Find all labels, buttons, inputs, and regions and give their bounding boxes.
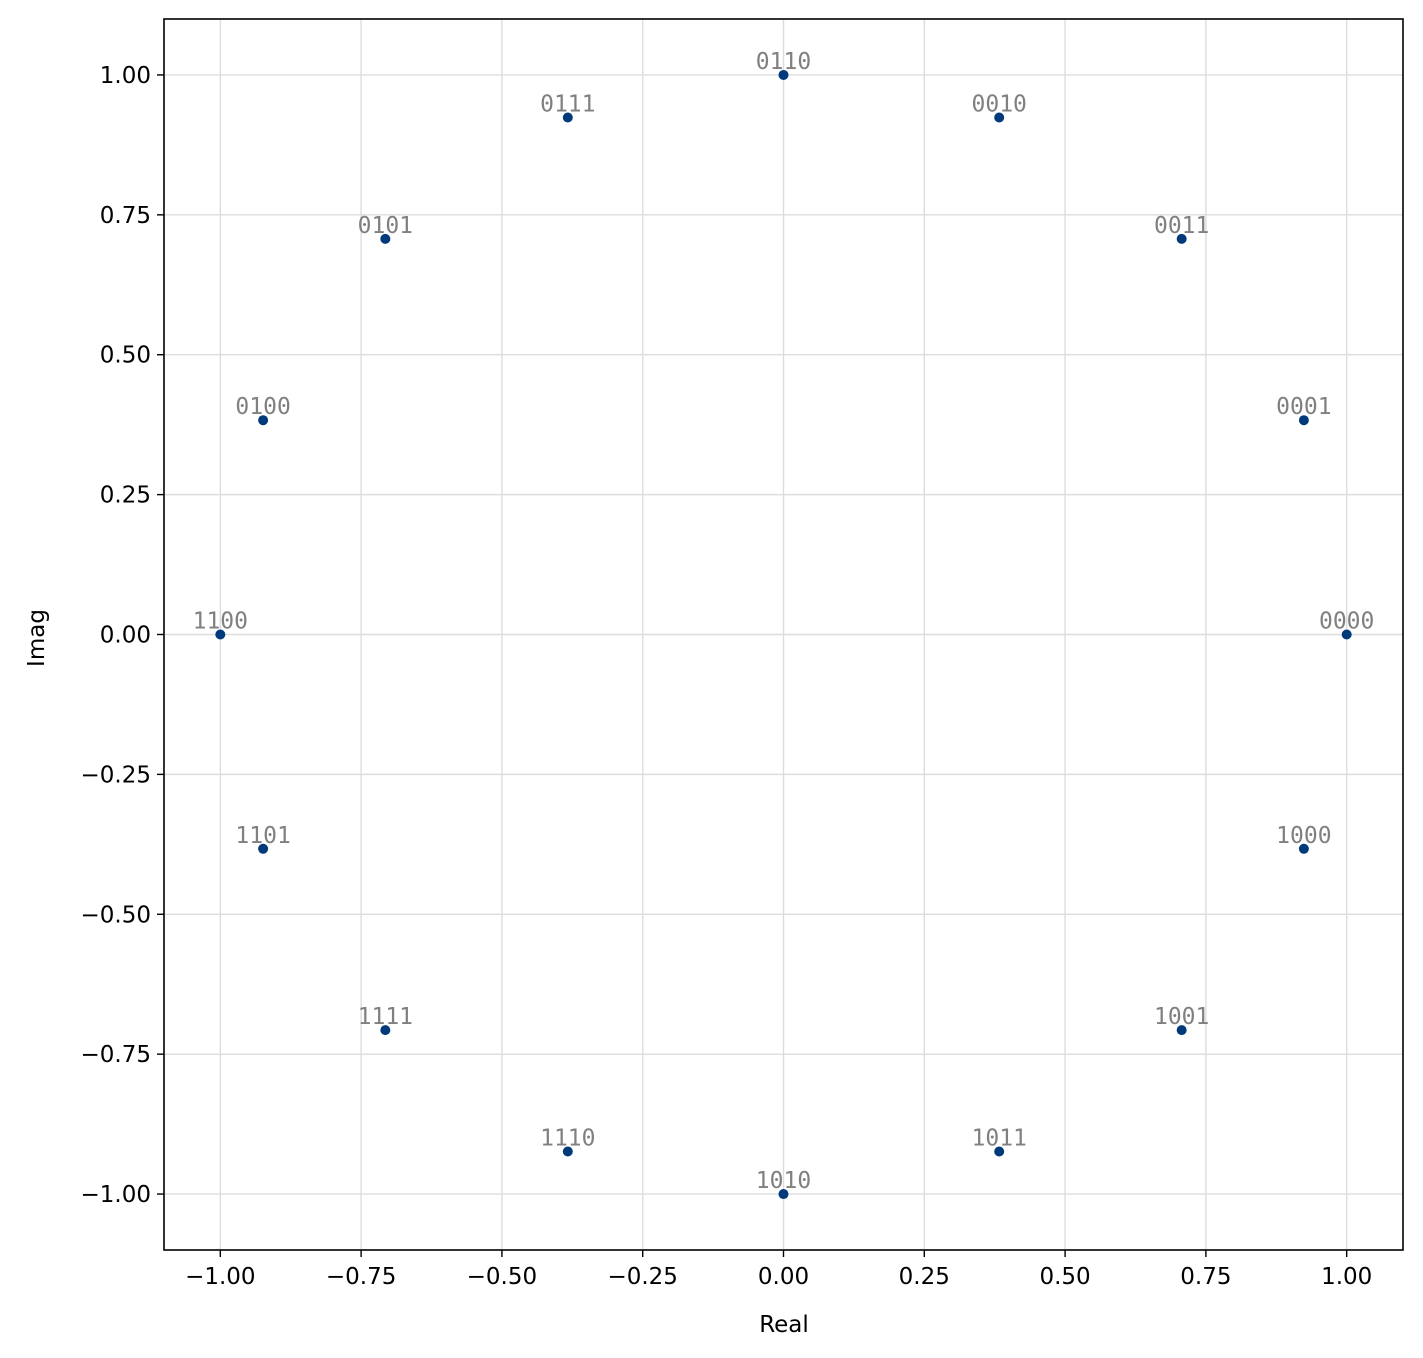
constellation-point — [258, 843, 269, 854]
constellation-point — [562, 112, 573, 123]
x-tick-label: 0.25 — [899, 1264, 950, 1290]
x-tick-label: −0.75 — [326, 1264, 396, 1290]
constellation-point — [994, 112, 1005, 123]
y-tick-label: −0.25 — [81, 762, 151, 788]
constellation-point — [562, 1146, 573, 1157]
data-points — [215, 69, 1352, 1200]
constellation-point — [1298, 415, 1309, 426]
point-label: 0001 — [1276, 394, 1331, 420]
constellation-point — [778, 69, 789, 80]
x-tick-label: 0.75 — [1180, 1264, 1231, 1290]
y-tick-label: −0.75 — [81, 1042, 151, 1068]
x-tick-label: −0.50 — [467, 1264, 537, 1290]
y-tick-label: 0.25 — [100, 483, 151, 509]
constellation-point — [1176, 1025, 1187, 1036]
constellation-point — [1341, 629, 1352, 640]
point-label: 0010 — [972, 91, 1027, 117]
constellation-point — [380, 233, 391, 244]
point-label: 0110 — [756, 49, 811, 75]
point-label: 0101 — [358, 213, 413, 239]
point-label: 1100 — [193, 609, 248, 635]
y-tick-label: 0.00 — [100, 623, 151, 649]
point-label: 0111 — [540, 91, 595, 117]
y-tick-label: 1.00 — [100, 63, 151, 89]
constellation-point — [215, 629, 226, 640]
x-axis-label: Real — [759, 1312, 809, 1338]
point-label: 1101 — [235, 823, 290, 849]
point-label: 1000 — [1276, 823, 1331, 849]
y-axis-label: Imag — [24, 609, 50, 667]
y-tick-label: 0.75 — [100, 203, 151, 229]
point-label: 0000 — [1319, 609, 1374, 635]
constellation-point — [258, 415, 269, 426]
x-tick-label: −1.00 — [185, 1264, 255, 1290]
y-tick-label: 0.50 — [100, 343, 151, 369]
constellation-point — [994, 1146, 1005, 1157]
point-label: 1011 — [972, 1126, 1027, 1152]
constellation-point — [1176, 233, 1187, 244]
y-tick-label: −0.50 — [81, 902, 151, 928]
point-label: 1111 — [358, 1004, 413, 1030]
constellation-point — [778, 1189, 789, 1200]
constellation-point — [380, 1025, 391, 1036]
grid-lines — [164, 19, 1403, 1250]
x-tick-label: −0.25 — [607, 1264, 677, 1290]
x-tick-label: 0.00 — [758, 1264, 809, 1290]
point-label: 0011 — [1154, 213, 1209, 239]
point-label: 1001 — [1154, 1004, 1209, 1030]
point-labels: 0000 0001 0011 0010 0110 0111 0101 0100 1100 1101… — [193, 49, 1375, 1194]
constellation-point — [1298, 843, 1309, 854]
point-label: 0100 — [235, 394, 290, 420]
y-tick-label: −1.00 — [81, 1182, 151, 1208]
point-label: 1010 — [756, 1168, 811, 1194]
y-axis-ticks: −1.00 −0.75 −0.50 −0.25 0.00 0.25 0.50 0.75 1.00 — [81, 63, 164, 1208]
x-tick-label: 0.50 — [1039, 1264, 1090, 1290]
point-label: 1110 — [540, 1126, 595, 1152]
x-tick-label: 1.00 — [1321, 1264, 1372, 1290]
x-axis-ticks: −1.00 −0.75 −0.50 −0.25 0.00 0.25 0.50 0.75 1.00 — [185, 1250, 1372, 1290]
